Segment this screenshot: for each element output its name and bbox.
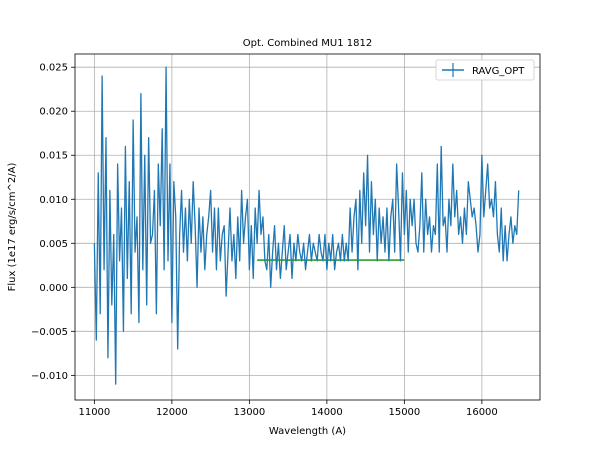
y-tick-label: −0.010: [31, 371, 68, 382]
series-line-0: [93, 66, 520, 385]
x-tick-label: 13000: [233, 407, 265, 418]
y-axis: −0.010 −0.005 0.000 0.005 0.010 0.015 0.020 0.0…: [31, 63, 75, 382]
y-tick-label: 0.025: [39, 63, 68, 74]
x-tick-label: 16000: [466, 407, 498, 418]
legend-box: [435, 59, 535, 81]
x-tick-label: 12000: [156, 407, 188, 418]
y-axis-label: Flux (1e17 erg/s/cm^2/A): [7, 163, 18, 292]
plot-frame: [74, 53, 541, 401]
y-tick-label: 0.000: [39, 283, 68, 294]
legend-label: RAVG_OPT: [472, 66, 525, 77]
x-tick-label: 11000: [78, 407, 110, 418]
x-axis-label: Wavelength (A): [269, 426, 346, 437]
y-tick-label: −0.005: [31, 327, 68, 338]
x-axis: 11000 12000 13000 14000 15000 16000: [78, 400, 498, 418]
y-tick-label: 0.010: [39, 195, 68, 206]
y-tick-label: 0.015: [39, 151, 68, 162]
y-tick-label: 0.005: [39, 239, 68, 250]
x-tick-label: 14000: [311, 407, 343, 418]
series-layer: [93, 66, 520, 385]
x-tick-label: 15000: [388, 407, 420, 418]
y-tick-label: 0.020: [39, 107, 68, 118]
chart-title: Opt. Combined MU1 1812: [243, 38, 372, 49]
legend: RAVG_OPT: [435, 59, 535, 81]
plot-background: [75, 54, 540, 400]
